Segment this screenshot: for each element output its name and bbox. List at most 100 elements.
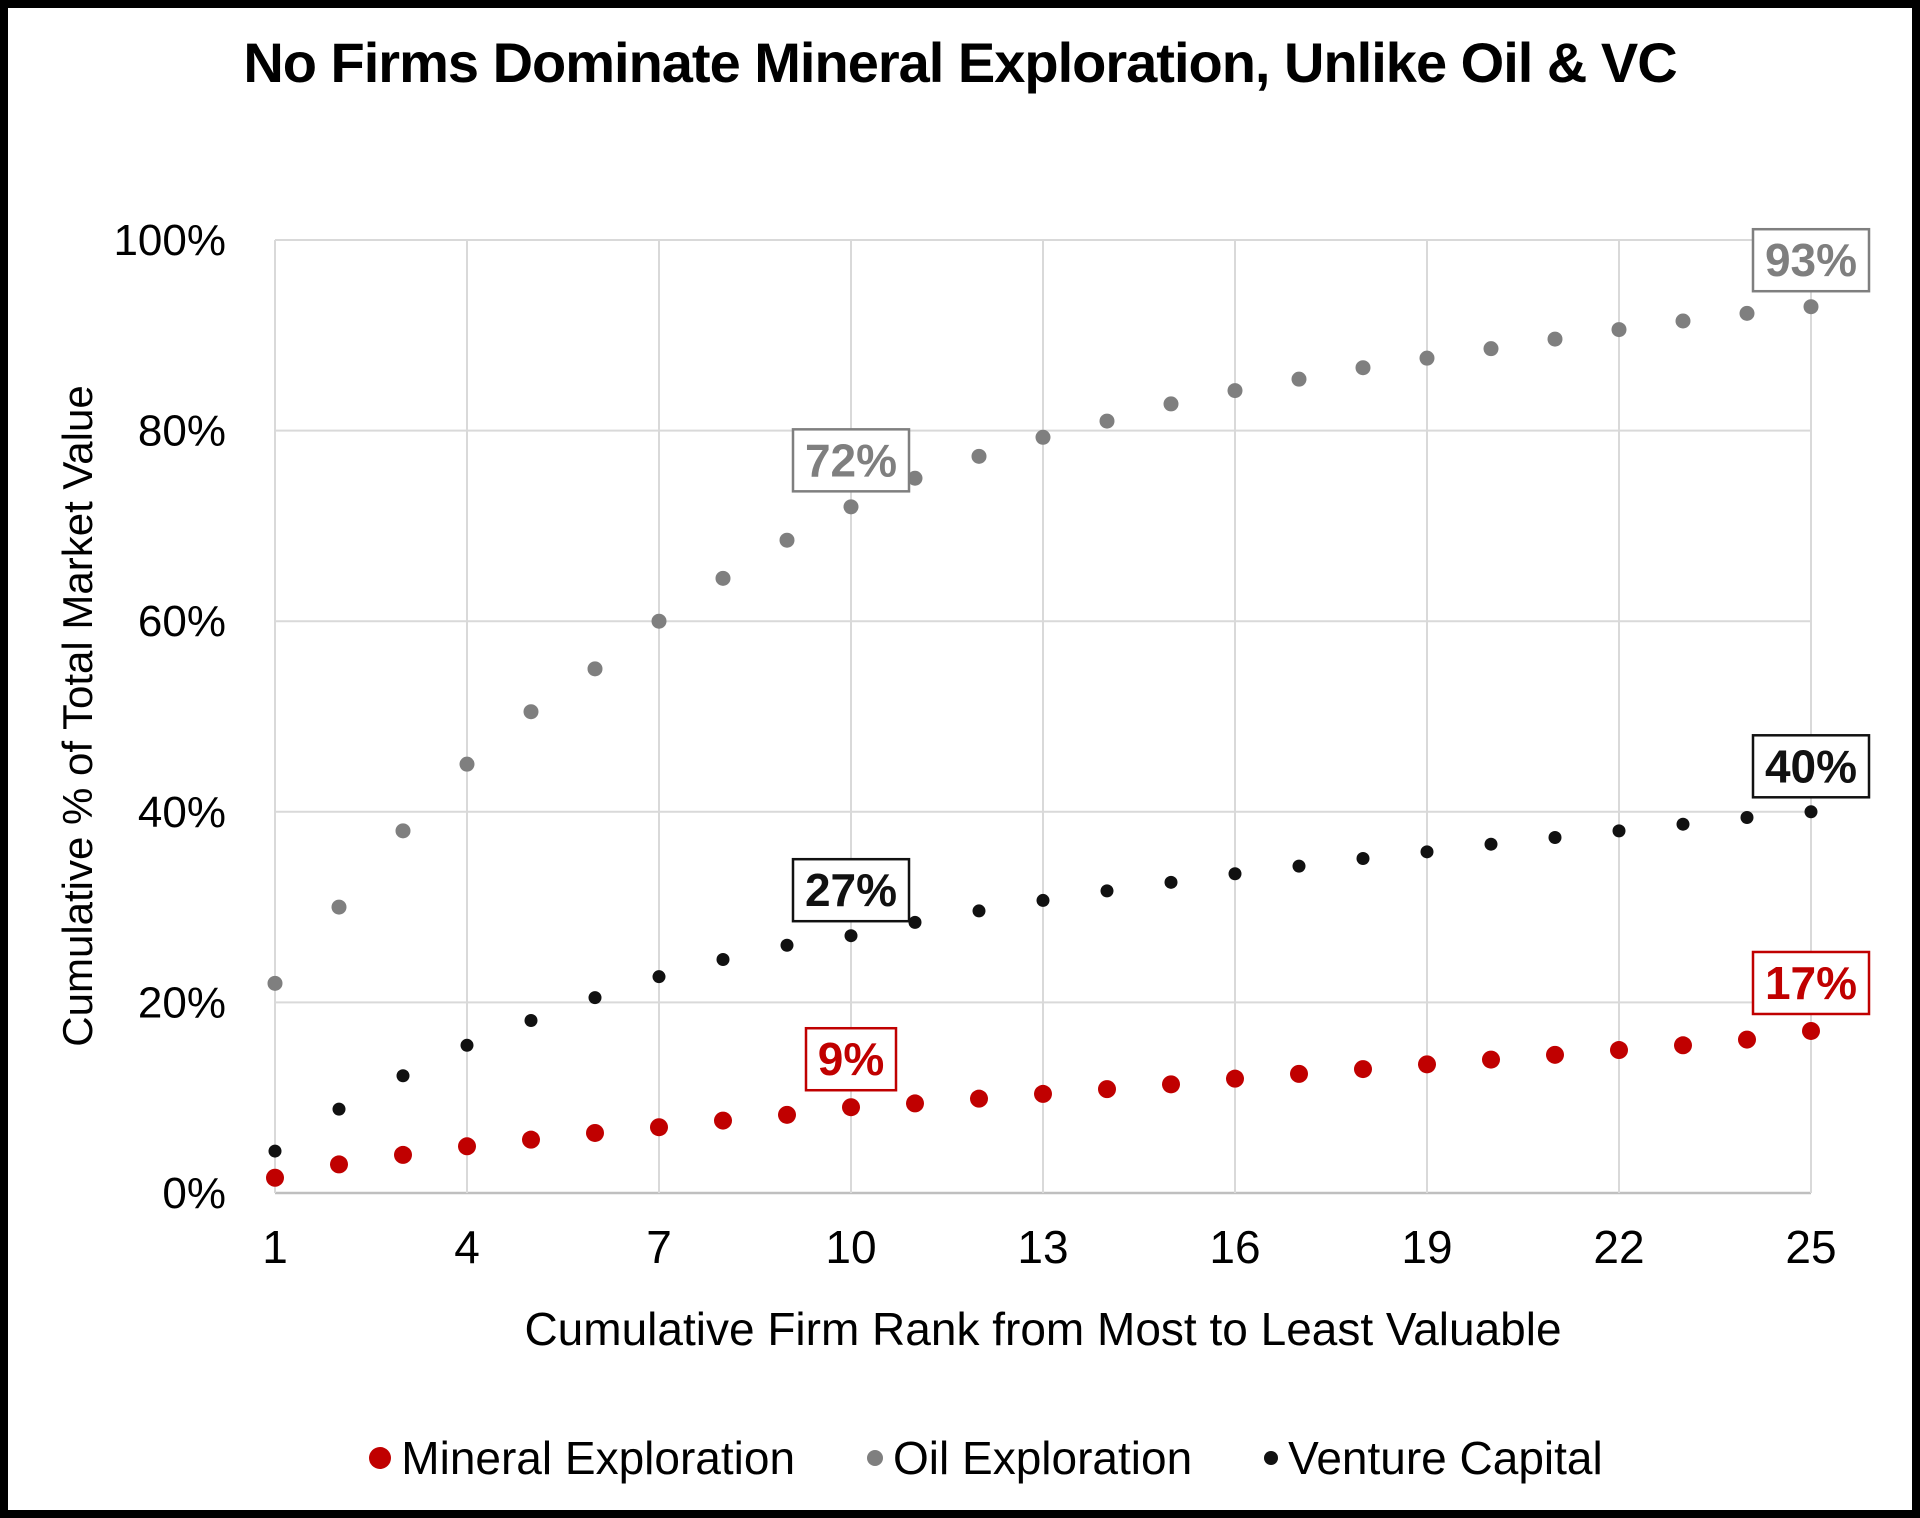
data-point-mineral-exploration-17 [1290, 1064, 1308, 1083]
data-point-mineral-exploration-16 [1226, 1069, 1244, 1088]
data-point-venture-capital-21 [1548, 831, 1562, 845]
data-point-oil-exploration-2 [331, 899, 347, 915]
data-point-mineral-exploration-18 [1354, 1060, 1372, 1079]
data-point-venture-capital-2 [332, 1102, 346, 1116]
data-point-venture-capital-17 [1292, 859, 1306, 873]
x-tick-label-4: 4 [454, 1221, 480, 1273]
annotation-label-oil-exploration-25: 93% [1765, 234, 1857, 286]
data-point-venture-capital-11 [908, 915, 922, 929]
y-tick-label-0: 0% [162, 1169, 226, 1218]
data-point-venture-capital-7 [652, 970, 666, 984]
data-point-mineral-exploration-14 [1098, 1080, 1116, 1099]
x-axis-title: Cumulative Firm Rank from Most to Least … [524, 1303, 1562, 1355]
data-point-oil-exploration-3 [395, 823, 411, 839]
data-point-venture-capital-1 [268, 1144, 282, 1158]
data-point-mineral-exploration-15 [1162, 1075, 1180, 1094]
y-tick-label-40: 40% [138, 788, 226, 837]
data-point-oil-exploration-11 [907, 470, 923, 486]
data-point-venture-capital-19 [1420, 845, 1434, 859]
x-tick-label-16: 16 [1209, 1221, 1260, 1273]
data-point-oil-exploration-14 [1099, 413, 1115, 429]
data-point-oil-exploration-4 [459, 756, 475, 772]
data-point-oil-exploration-15 [1163, 396, 1179, 412]
data-point-venture-capital-14 [1100, 884, 1114, 898]
annotation-label-mineral-exploration-10: 9% [818, 1033, 884, 1085]
data-point-oil-exploration-8 [715, 570, 731, 586]
data-point-venture-capital-13 [1036, 893, 1050, 907]
data-point-mineral-exploration-22 [1610, 1041, 1628, 1060]
data-point-venture-capital-10 [844, 929, 858, 943]
data-point-venture-capital-23 [1676, 817, 1690, 831]
annotation-box-mineral-exploration-10 [804, 1026, 898, 1092]
data-point-venture-capital-6 [588, 991, 602, 1005]
data-point-mineral-exploration-24 [1738, 1030, 1756, 1049]
data-point-oil-exploration-24 [1739, 305, 1755, 321]
data-point-mineral-exploration-2 [330, 1155, 348, 1174]
data-point-mineral-exploration-21 [1546, 1045, 1564, 1064]
data-point-venture-capital-8 [716, 953, 730, 967]
annotation-box-mineral-exploration-25 [1751, 950, 1871, 1016]
data-point-mineral-exploration-7 [650, 1118, 668, 1137]
data-point-venture-capital-18 [1356, 851, 1370, 865]
legend-item-mineral-exploration: Mineral Exploration [369, 1431, 795, 1485]
data-point-oil-exploration-25 [1803, 299, 1819, 315]
data-point-mineral-exploration-4 [458, 1137, 476, 1156]
y-tick-label-80: 80% [138, 407, 226, 456]
data-point-oil-exploration-5 [523, 704, 539, 720]
data-point-oil-exploration-6 [587, 661, 603, 677]
x-tick-label-7: 7 [646, 1221, 672, 1273]
data-point-oil-exploration-18 [1355, 360, 1371, 376]
data-point-mineral-exploration-12 [970, 1089, 988, 1108]
y-tick-label-100: 100% [113, 216, 226, 265]
annotation-box-venture-capital-10 [791, 857, 911, 923]
data-point-oil-exploration-16 [1227, 383, 1243, 399]
data-point-oil-exploration-17 [1291, 371, 1307, 387]
data-point-mineral-exploration-6 [586, 1123, 604, 1142]
data-point-oil-exploration-21 [1547, 331, 1563, 347]
data-point-venture-capital-24 [1740, 811, 1754, 825]
data-point-mineral-exploration-10 [842, 1098, 860, 1117]
data-point-oil-exploration-12 [971, 448, 987, 464]
data-point-venture-capital-15 [1164, 875, 1178, 889]
data-point-mineral-exploration-20 [1482, 1050, 1500, 1069]
data-point-mineral-exploration-3 [394, 1145, 412, 1164]
data-point-mineral-exploration-13 [1034, 1084, 1052, 1103]
data-point-venture-capital-25 [1804, 805, 1818, 819]
x-tick-label-13: 13 [1017, 1221, 1068, 1273]
data-point-mineral-exploration-19 [1418, 1055, 1436, 1074]
annotation-label-mineral-exploration-25: 17% [1765, 957, 1857, 1009]
annotation-label-venture-capital-10: 27% [805, 864, 897, 916]
legend-marker-venture-icon [1264, 1451, 1279, 1465]
data-point-venture-capital-9 [780, 938, 794, 952]
data-point-venture-capital-5 [524, 1014, 538, 1028]
data-point-mineral-exploration-25 [1802, 1021, 1820, 1040]
annotation-label-venture-capital-25: 40% [1765, 740, 1857, 792]
chart-title: No Firms Dominate Mineral Exploration, U… [243, 31, 1677, 94]
annotation-label-oil-exploration-10: 72% [805, 434, 897, 486]
y-tick-label-60: 60% [138, 597, 226, 646]
data-point-venture-capital-16 [1228, 867, 1242, 881]
legend-item-oil-exploration: Oil Exploration [867, 1431, 1192, 1485]
data-point-venture-capital-4 [460, 1038, 474, 1052]
data-point-oil-exploration-9 [779, 532, 795, 548]
data-point-venture-capital-22 [1612, 824, 1626, 838]
legend-label-venture: Venture Capital [1288, 1432, 1603, 1484]
data-point-mineral-exploration-1 [266, 1168, 284, 1187]
data-point-oil-exploration-7 [651, 613, 667, 629]
data-point-mineral-exploration-23 [1674, 1036, 1692, 1055]
x-tick-label-25: 25 [1785, 1221, 1836, 1273]
y-tick-label-20: 20% [138, 978, 226, 1027]
data-point-oil-exploration-23 [1675, 313, 1691, 329]
legend-label-mineral: Mineral Exploration [401, 1432, 796, 1484]
x-tick-label-10: 10 [825, 1221, 876, 1273]
data-point-venture-capital-12 [972, 904, 986, 918]
annotation-box-oil-exploration-25 [1751, 227, 1871, 293]
data-point-mineral-exploration-8 [714, 1111, 732, 1130]
data-point-oil-exploration-20 [1483, 341, 1499, 357]
data-point-oil-exploration-19 [1419, 350, 1435, 366]
data-point-venture-capital-3 [396, 1069, 410, 1083]
legend-marker-mineral-icon [369, 1447, 392, 1469]
annotation-box-oil-exploration-10 [791, 428, 911, 493]
x-tick-label-1: 1 [262, 1221, 288, 1273]
